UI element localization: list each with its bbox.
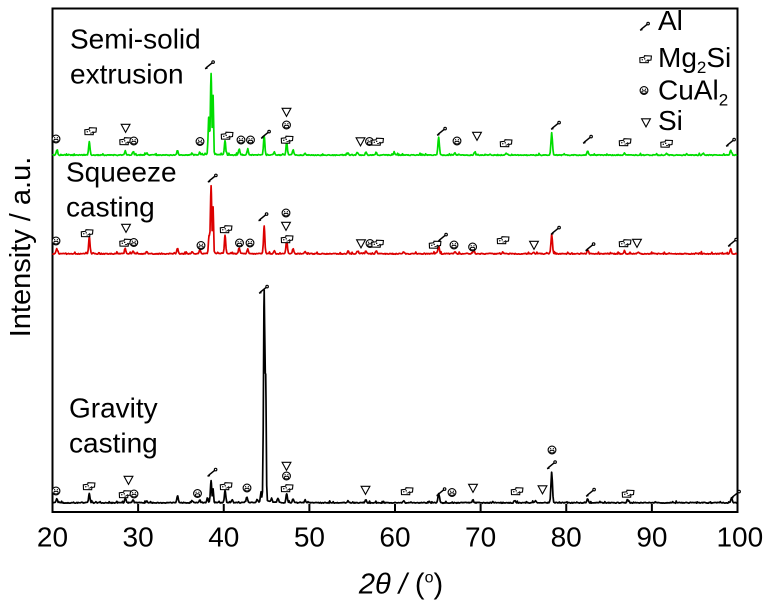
svg-text:Squeeze: Squeeze <box>66 157 177 188</box>
svg-text:30: 30 <box>123 522 154 553</box>
svg-text:40: 40 <box>208 522 239 553</box>
svg-text:Mg2Si: Mg2Si <box>658 42 731 77</box>
svg-text:Si: Si <box>658 105 683 136</box>
svg-text:70: 70 <box>465 522 496 553</box>
svg-text:50: 50 <box>294 522 325 553</box>
svg-text:Intensity / a.u.: Intensity / a.u. <box>5 157 37 338</box>
svg-text:Al: Al <box>658 5 683 36</box>
svg-text:extrusion: extrusion <box>70 59 184 90</box>
svg-text:90: 90 <box>636 522 667 553</box>
svg-text:20: 20 <box>37 522 68 553</box>
svg-text:CuAl2: CuAl2 <box>658 75 728 110</box>
svg-text:60: 60 <box>379 522 410 553</box>
svg-text:100: 100 <box>716 522 763 553</box>
svg-text:casting: casting <box>69 428 158 459</box>
svg-text:Gravity: Gravity <box>69 393 158 424</box>
svg-text:80: 80 <box>551 522 582 553</box>
svg-text:Semi-solid: Semi-solid <box>70 24 201 55</box>
svg-text:casting: casting <box>66 192 155 223</box>
